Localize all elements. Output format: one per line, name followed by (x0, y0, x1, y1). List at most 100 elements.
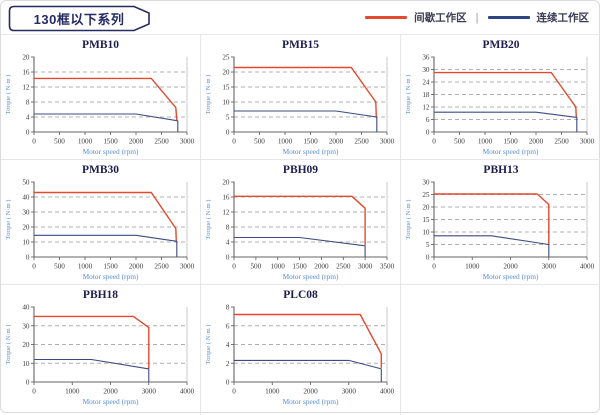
svg-text:2500: 2500 (154, 138, 169, 146)
svg-text:2000: 2000 (129, 263, 144, 271)
svg-text:3000: 3000 (180, 138, 195, 146)
legend: 间歇工作区 | 连续工作区 (365, 1, 589, 34)
svg-text:16: 16 (22, 69, 30, 77)
torque-speed-chart: 0 1000 2000 3000 4000 0 2 4 6 8 Motor speed (rpm) T… (205, 304, 395, 407)
svg-text:20: 20 (22, 224, 30, 232)
svg-text:Torque ( N·m ): Torque ( N·m ) (205, 324, 212, 364)
svg-text:6: 6 (426, 116, 430, 124)
svg-text:0: 0 (226, 129, 230, 137)
svg-text:1500: 1500 (103, 263, 118, 271)
svg-text:4000: 4000 (380, 388, 395, 396)
legend-separator: | (475, 11, 479, 24)
svg-text:2000: 2000 (529, 138, 544, 146)
svg-text:50: 50 (22, 179, 30, 187)
svg-text:2000: 2000 (129, 138, 144, 146)
chart-title: PMB15 (281, 39, 320, 51)
svg-text:1500: 1500 (303, 138, 318, 146)
svg-text:0: 0 (432, 263, 436, 271)
torque-speed-chart: 0 500 1000 1500 2000 2500 3000 3500 0 4 8 12 16 20 Mot… (205, 179, 395, 282)
svg-text:500: 500 (54, 263, 65, 271)
svg-text:40: 40 (22, 304, 30, 312)
svg-text:3000: 3000 (180, 263, 195, 271)
svg-text:500: 500 (54, 138, 65, 146)
svg-text:24: 24 (422, 79, 430, 87)
svg-text:1000: 1000 (78, 138, 93, 146)
svg-text:Motor speed (rpm): Motor speed (rpm) (83, 397, 139, 406)
svg-text:1000: 1000 (65, 388, 80, 396)
svg-text:12: 12 (422, 104, 430, 112)
chart-title: PMB30 (81, 164, 120, 176)
chart-cell-pbh18: PBH18 0 1000 2000 3000 4000 0 10 20 30 40 Motor sp… (1, 285, 201, 415)
svg-text:10: 10 (422, 229, 430, 237)
svg-text:Motor speed (rpm): Motor speed (rpm) (283, 397, 339, 406)
svg-text:40: 40 (22, 194, 30, 202)
intermittent-line-icon (365, 16, 408, 19)
svg-text:0: 0 (32, 388, 36, 396)
svg-text:Torque ( N·m ): Torque ( N·m ) (5, 199, 12, 239)
svg-text:4000: 4000 (580, 263, 595, 271)
svg-text:0: 0 (226, 379, 230, 387)
legend-item-continuous: 连续工作区 (487, 10, 590, 25)
svg-text:0: 0 (226, 254, 230, 262)
torque-speed-chart: 0 500 1000 1500 2000 2500 3000 0 6 12 18 24 30 36 Moto… (405, 54, 595, 157)
svg-text:30: 30 (422, 179, 430, 187)
svg-text:1000: 1000 (278, 138, 293, 146)
svg-text:3000: 3000 (542, 263, 557, 271)
svg-text:12: 12 (22, 84, 30, 92)
svg-text:4: 4 (226, 341, 230, 349)
svg-text:20: 20 (22, 341, 30, 349)
svg-text:Torque ( N·m ): Torque ( N·m ) (405, 199, 412, 239)
svg-text:500: 500 (454, 138, 465, 146)
svg-text:30: 30 (22, 322, 30, 330)
svg-text:1500: 1500 (103, 138, 118, 146)
svg-text:15: 15 (422, 216, 430, 224)
svg-text:3000: 3000 (142, 388, 157, 396)
chart-title: PBH18 (82, 289, 119, 301)
svg-text:0: 0 (32, 138, 36, 146)
svg-text:4: 4 (226, 239, 230, 247)
svg-text:0: 0 (26, 254, 30, 262)
badge-outline-icon (8, 5, 150, 32)
svg-text:500: 500 (250, 263, 261, 271)
svg-text:20: 20 (222, 69, 230, 77)
svg-text:8: 8 (226, 304, 230, 312)
svg-text:25: 25 (222, 54, 230, 62)
svg-text:3000: 3000 (358, 263, 373, 271)
torque-speed-chart: 0 1000 2000 3000 4000 0 10 20 30 40 Motor speed (r… (5, 304, 195, 407)
torque-speed-chart: 0 500 1000 1500 2000 2500 3000 0 10 20 30 40 50 Motor… (5, 179, 195, 282)
svg-text:2000: 2000 (103, 388, 118, 396)
svg-text:20: 20 (22, 54, 30, 62)
svg-text:Torque ( N·m ): Torque ( N·m ) (205, 74, 212, 114)
chart-cell-pmb15: PMB15 0 500 1000 1500 2000 2500 3000 0 5 10 15 20 25… (201, 35, 401, 160)
svg-text:1000: 1000 (265, 388, 280, 396)
chart-title: PLC08 (283, 289, 318, 301)
svg-text:2500: 2500 (554, 138, 569, 146)
svg-text:8: 8 (226, 224, 230, 232)
svg-text:10: 10 (22, 239, 30, 247)
svg-text:15: 15 (222, 84, 230, 92)
svg-text:Torque ( N·m ): Torque ( N·m ) (205, 199, 212, 239)
series-title-badge: 130框以下系列 (8, 5, 158, 32)
chart-title: PBH09 (282, 164, 319, 176)
torque-speed-chart: 0 500 1000 1500 2000 2500 3000 0 4 8 12 16 20 Motor s… (5, 54, 195, 157)
svg-text:Motor speed (rpm): Motor speed (rpm) (83, 147, 139, 156)
chart-cell-pbh09: PBH09 0 500 1000 1500 2000 2500 3000 3500 0 4 8 12 1… (201, 160, 401, 285)
svg-text:0: 0 (32, 263, 36, 271)
svg-text:Motor speed (rpm): Motor speed (rpm) (83, 272, 139, 281)
svg-text:0: 0 (432, 138, 436, 146)
svg-text:3500: 3500 (380, 263, 395, 271)
svg-text:3000: 3000 (342, 388, 357, 396)
svg-text:3000: 3000 (380, 138, 395, 146)
legend-item-label: 连续工作区 (536, 12, 590, 24)
svg-text:5: 5 (426, 241, 430, 249)
chart-cell-pbh13: PBH13 0 1000 2000 3000 4000 0 5 10 15 20 25 30 Motor… (401, 160, 600, 285)
svg-text:4: 4 (26, 114, 30, 122)
chart-grid: PMB10 0 500 1000 1500 2000 2500 3000 0 4 8 12 16 20 M… (1, 34, 600, 415)
svg-text:0: 0 (426, 254, 430, 262)
svg-text:5: 5 (226, 114, 230, 122)
svg-text:Motor speed (rpm): Motor speed (rpm) (283, 272, 339, 281)
svg-text:0: 0 (232, 263, 236, 271)
svg-text:10: 10 (222, 99, 230, 107)
svg-text:3000: 3000 (580, 138, 595, 146)
